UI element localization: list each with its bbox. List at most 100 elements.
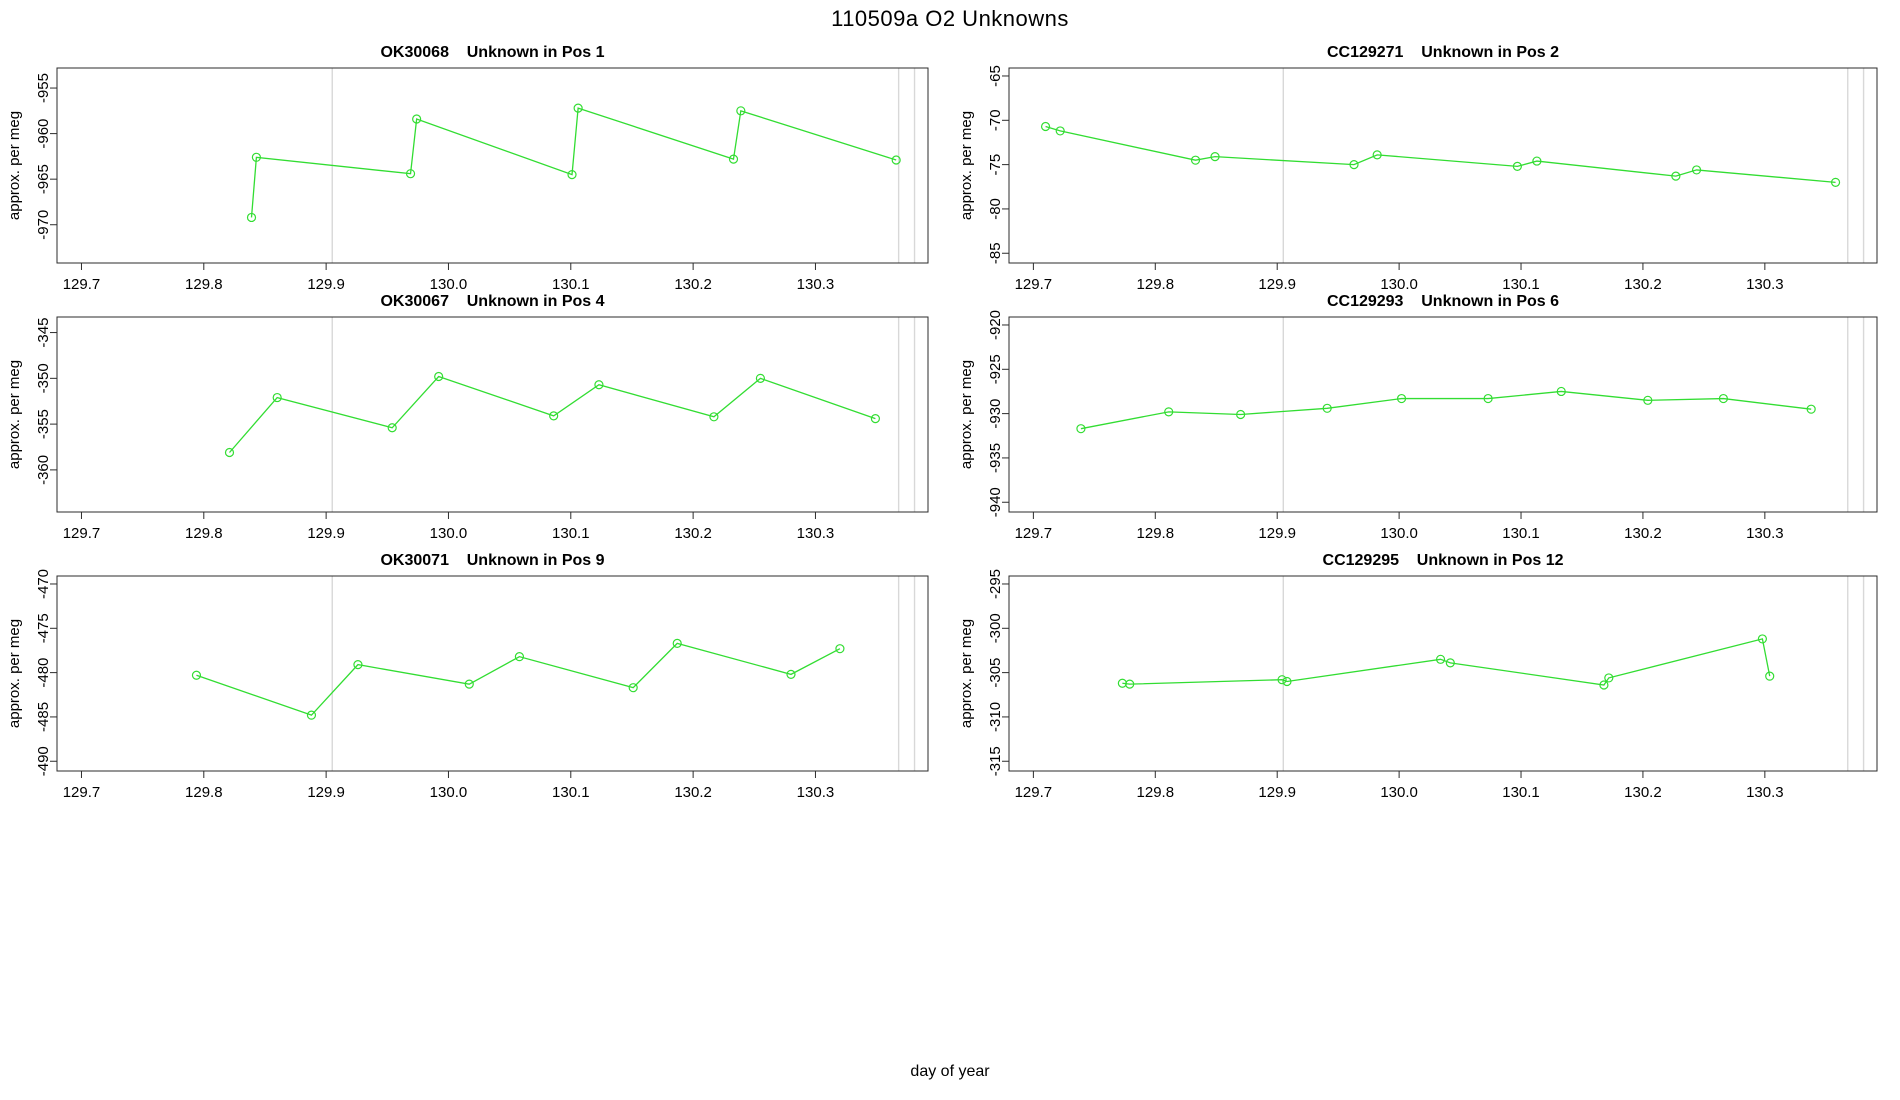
y-tick-label: -470 (35, 569, 52, 599)
data-point (709, 412, 719, 422)
data-point (1765, 671, 1775, 681)
data-point (736, 106, 746, 116)
x-tick-label: 129.9 (307, 276, 345, 293)
y-tick-label: -65 (987, 65, 1004, 87)
data-point (672, 638, 682, 648)
data-point (1532, 156, 1542, 166)
data-point (1076, 424, 1086, 434)
y-tick-label: -960 (35, 119, 52, 149)
plot-box (56, 575, 929, 772)
data-point (567, 170, 577, 180)
x-tick-label: 130.1 (552, 276, 590, 293)
y-tick-label: -85 (987, 242, 1004, 264)
plot-box (56, 67, 929, 264)
y-tick-label: -300 (987, 613, 1004, 643)
data-point (1671, 171, 1681, 181)
x-tick-label: 130.3 (797, 525, 835, 542)
data-line (1080, 390, 1812, 430)
y-tick-label: -485 (35, 702, 52, 732)
x-tick-label: 130.2 (674, 276, 712, 293)
data-point (1396, 393, 1407, 404)
y-axis-label: approx. per meg (6, 619, 23, 728)
data-point (1830, 177, 1841, 187)
data-point (835, 644, 845, 654)
data-point (1164, 407, 1174, 417)
y-axis-label: approx. per meg (958, 360, 975, 469)
data-point (434, 371, 444, 382)
x-tick-label: 129.7 (1015, 276, 1053, 293)
data-point (573, 103, 583, 113)
x-axis-title: day of year (910, 1063, 990, 1080)
subplot-title: OK30071 Unknown in Pos 9 (380, 552, 604, 569)
data-line (1045, 125, 1836, 183)
data-point (1055, 126, 1065, 136)
data-point (1322, 403, 1332, 413)
x-tick-label: 130.0 (1380, 784, 1418, 801)
data-point (306, 710, 317, 720)
x-tick-label: 130.1 (1502, 525, 1540, 542)
x-tick-label: 130.3 (1746, 525, 1784, 542)
data-point (1599, 680, 1609, 690)
y-tick-label: -935 (987, 443, 1004, 473)
y-tick-label: -480 (35, 658, 52, 688)
x-tick-label: 129.7 (1015, 784, 1053, 801)
x-tick-label: 129.8 (185, 276, 223, 293)
data-point (387, 423, 397, 433)
data-point (1040, 121, 1051, 132)
data-point (251, 152, 262, 162)
data-point (1282, 676, 1292, 687)
y-tick-label: -70 (987, 109, 1004, 131)
data-point (1445, 658, 1455, 668)
x-tick-label: 129.7 (1015, 525, 1053, 542)
x-tick-label: 130.2 (674, 784, 712, 801)
data-point (594, 380, 604, 390)
data-point (246, 212, 257, 223)
subplot-title: CC129293 Unknown in Pos 6 (1327, 293, 1559, 310)
data-point (755, 373, 766, 383)
data-point (464, 679, 474, 689)
x-tick-label: 130.0 (1380, 525, 1418, 542)
x-tick-label: 130.3 (1746, 784, 1784, 801)
x-tick-label: 129.9 (307, 525, 345, 542)
y-tick-label: -75 (987, 154, 1004, 176)
data-point (191, 670, 202, 680)
data-point (1210, 152, 1220, 162)
x-tick-label: 129.7 (63, 784, 101, 801)
y-tick-label: -955 (35, 73, 52, 103)
x-tick-label: 129.9 (1258, 784, 1296, 801)
x-tick-label: 129.8 (185, 784, 223, 801)
y-tick-label: -940 (987, 487, 1004, 517)
data-point (1435, 654, 1446, 664)
x-tick-label: 130.3 (1746, 276, 1784, 293)
data-point (1691, 165, 1702, 175)
data-line (1122, 638, 1771, 686)
x-tick-label: 130.1 (1502, 784, 1540, 801)
x-tick-label: 129.8 (185, 525, 223, 542)
data-point (405, 169, 416, 179)
y-tick-label: -305 (987, 658, 1004, 688)
data-point (412, 114, 422, 124)
data-point (514, 652, 525, 662)
y-tick-label: -930 (987, 399, 1004, 429)
x-tick-label: 130.2 (1624, 525, 1662, 542)
plot-box (1008, 67, 1878, 264)
data-point (1483, 393, 1493, 404)
x-tick-label: 130.0 (430, 525, 468, 542)
x-tick-label: 129.7 (63, 525, 101, 542)
y-tick-label: -350 (35, 363, 52, 393)
y-axis-label: approx. per meg (958, 619, 975, 728)
data-point (1236, 409, 1246, 420)
data-point (728, 154, 739, 164)
data-point (1512, 161, 1522, 171)
data-line (228, 375, 876, 453)
data-line (250, 107, 897, 218)
data-point (1806, 404, 1816, 414)
x-tick-label: 130.0 (1380, 276, 1418, 293)
data-point (1277, 675, 1287, 685)
y-tick-label: -925 (987, 354, 1004, 384)
main-title: 110509a O2 Unknowns (831, 6, 1069, 31)
x-tick-label: 129.9 (1258, 276, 1296, 293)
data-point (1757, 634, 1768, 644)
